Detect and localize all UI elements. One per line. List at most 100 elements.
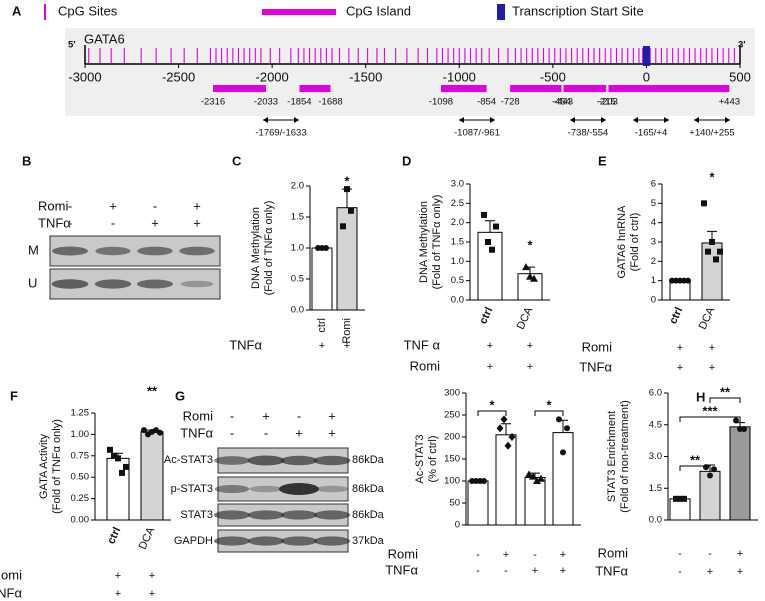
y-tick-label: 0.75 (71, 450, 90, 461)
condition-sign: + (709, 342, 715, 354)
y-tick-label: 3 (651, 237, 656, 248)
data-point (529, 472, 537, 480)
y-axis-label: (Fold of TNFα only) (51, 419, 63, 514)
y-tick-label: 0 (651, 295, 656, 306)
data-point (673, 495, 679, 502)
blot-band (137, 279, 173, 289)
data-point (508, 433, 516, 441)
data-point (119, 469, 125, 476)
significance-label: * (546, 397, 552, 412)
y-tick-label: 1.00 (71, 429, 90, 440)
condition-name: TNFα (579, 359, 612, 374)
data-point (564, 425, 570, 432)
condition-sign: - (533, 549, 537, 561)
data-point (709, 239, 715, 245)
panel-letter: G (175, 388, 185, 403)
x-tick-label: -2500 (162, 69, 195, 84)
y-tick-label: 200 (444, 432, 460, 443)
condition-name: TNF α (404, 337, 441, 352)
blot-band (95, 246, 131, 256)
data-point (323, 245, 329, 251)
panel-letter: F (10, 388, 18, 403)
blot-band (52, 246, 88, 256)
data-point (485, 239, 491, 245)
protein-label: STAT3 (180, 509, 213, 521)
condition-sign: + (560, 549, 566, 561)
panel-a-background (65, 28, 755, 116)
data-point (733, 417, 739, 424)
primer-label: -165/+4 (635, 128, 668, 139)
bar (524, 476, 546, 526)
significance-bracket (477, 410, 507, 416)
condition-sign: + (737, 548, 743, 560)
y-tick-label: 1.5 (291, 212, 304, 223)
y-tick-label: 0.5 (451, 275, 464, 286)
y-tick-label: 0.0 (649, 515, 662, 526)
condition-sign: - (678, 548, 682, 560)
blot-band (279, 483, 319, 495)
x-tick-label: ctrl (105, 525, 123, 546)
significance-label: * (489, 397, 495, 412)
data-point (526, 272, 534, 280)
x-tick-label: DCA (137, 525, 158, 552)
island-end-label: -2033 (254, 97, 278, 108)
x-tick-label: -3000 (68, 69, 101, 84)
data-point (522, 263, 530, 271)
data-point (537, 474, 545, 482)
condition-name: TNFα (38, 215, 71, 230)
three-prime: 3' (738, 40, 746, 51)
data-point (705, 248, 711, 255)
blot-band (179, 246, 215, 256)
bar (699, 470, 721, 521)
island-start-label: -728 (501, 97, 520, 108)
size-label: 86kDa (352, 454, 385, 466)
island-end-label: -1688 (318, 97, 342, 108)
significance-bracket (679, 465, 711, 471)
data-point (525, 470, 533, 478)
x-tick-label: -1500 (349, 69, 382, 84)
data-point (348, 207, 354, 214)
condition-sign: - (504, 565, 508, 577)
band-label: M (28, 242, 39, 257)
condition-sign: + (262, 408, 270, 423)
panel-letter: E (598, 153, 607, 168)
x-tick-label: ctrl (477, 305, 495, 326)
significance-bracket (679, 416, 741, 422)
condition-sign: + (109, 198, 117, 213)
condition-sign: + (487, 361, 493, 373)
condition-sign: - (111, 215, 115, 230)
data-point (560, 449, 566, 456)
condition-sign: - (708, 548, 712, 560)
condition-sign: + (328, 425, 336, 440)
x-tick-label: 0 (643, 69, 650, 84)
y-tick-label: 4.5 (649, 419, 662, 430)
y-axis-label: (% of ctrl) (427, 435, 439, 482)
bar (495, 434, 517, 526)
y-tick-label: 0.50 (71, 472, 90, 483)
legend-label: Transcription Start Site (512, 3, 644, 18)
bar (140, 431, 164, 521)
cpg-island (299, 85, 331, 92)
island-end-label: -854 (477, 97, 496, 108)
significance-bracket (709, 397, 741, 403)
cpg-island (440, 85, 487, 92)
island-end-label: +443 (719, 97, 740, 108)
island-start-label: -443 (554, 97, 573, 108)
y-tick-label: 100 (444, 476, 460, 487)
condition-sign: + (328, 408, 336, 423)
y-tick-label: 5 (651, 198, 656, 209)
tss (642, 46, 650, 66)
data-point (493, 223, 499, 230)
condition-sign: - (476, 565, 480, 577)
y-tick-label: 300 (444, 388, 460, 399)
data-point (556, 416, 562, 423)
data-point (500, 415, 508, 424)
x-tick-label: -2000 (256, 69, 289, 84)
blot-band (214, 484, 250, 494)
band-label: U (28, 275, 37, 290)
blot-band (213, 510, 251, 520)
condition-sign: - (230, 425, 234, 440)
condition-name: Romi (183, 408, 213, 423)
y-tick-label: 0.0 (451, 295, 464, 306)
x-tick-label: DCA (697, 305, 718, 332)
